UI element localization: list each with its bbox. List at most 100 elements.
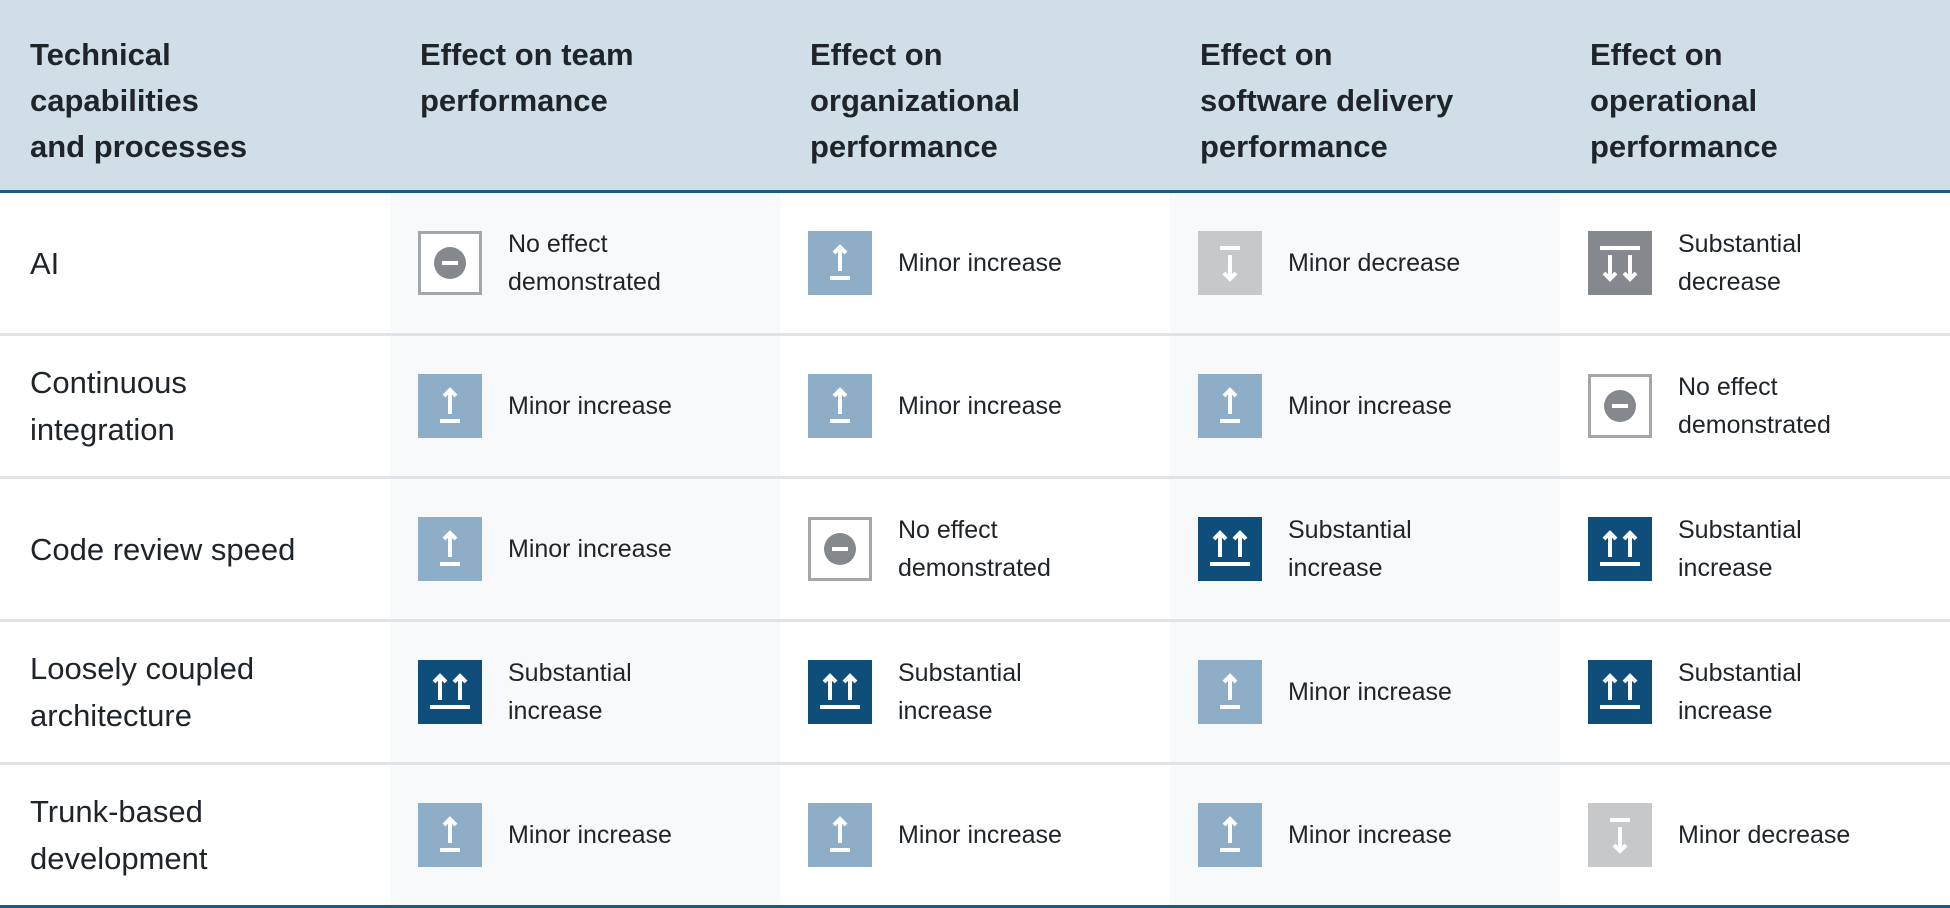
effect-label: Substantial decrease	[1678, 225, 1802, 301]
effect-label: Minor decrease	[1678, 816, 1850, 854]
table-body: AI No effect demonstrated Minor increase Min…	[0, 193, 1950, 908]
capability-label-line: Code review speed	[30, 531, 296, 567]
header-line: software delivery	[1200, 83, 1454, 118]
capability-label-line: architecture	[30, 698, 192, 733]
effect-label-line: Minor increase	[898, 249, 1062, 277]
effect-label-line: Substantial	[898, 659, 1022, 687]
effect-label: Substantial increase	[1678, 511, 1802, 587]
capability-label: AI	[30, 240, 59, 287]
effect-label-line: Substantial	[508, 659, 632, 687]
table-row: Loosely coupled architecture Substantial in…	[0, 622, 1950, 765]
effect-label: Minor increase	[1288, 387, 1452, 425]
header-line: performance	[1590, 129, 1778, 164]
capability-name: Loosely coupled architecture	[0, 622, 390, 762]
effect-label-line: Substantial	[1288, 516, 1412, 544]
effect-label-line: No effect	[898, 516, 998, 544]
effect-cell: Substantial increase	[1170, 479, 1560, 619]
capability-label: Continuous integration	[30, 359, 187, 453]
minor-increase-icon	[1198, 660, 1262, 724]
capability-label-line: Loosely coupled	[30, 651, 255, 686]
table-row: Code review speed Minor increase No effect…	[0, 479, 1950, 622]
minor-decrease-icon	[1198, 231, 1262, 295]
effect-label-line: Minor decrease	[1678, 821, 1851, 849]
effect-cell: Substantial increase	[1560, 622, 1950, 762]
substantial-increase-icon	[418, 660, 482, 724]
effect-cell: No effect demonstrated	[390, 193, 780, 333]
effect-cell: Substantial decrease	[1560, 193, 1950, 333]
header-line: Effect on	[810, 37, 943, 72]
effect-label-line: No effect	[1678, 373, 1778, 401]
capability-label: Trunk-based development	[30, 788, 208, 882]
effect-label-line: Minor increase	[508, 821, 672, 849]
table-header: Technical capabilities and processes Eff…	[0, 0, 1950, 193]
effect-label-line: increase	[1288, 554, 1383, 582]
minor-increase-icon	[808, 803, 872, 867]
minor-increase-icon	[1198, 374, 1262, 438]
header-line: performance	[1200, 129, 1388, 164]
effect-label-line: increase	[1678, 554, 1773, 582]
effect-label-line: Minor increase	[508, 535, 672, 563]
effect-label: Minor increase	[508, 530, 672, 568]
capability-label-line: development	[30, 841, 208, 876]
effect-cell: Minor increase	[390, 479, 780, 619]
effect-label: Minor increase	[898, 387, 1062, 425]
table-row: Trunk-based development Minor increase Mino…	[0, 765, 1950, 908]
effect-cell: No effect demonstrated	[780, 479, 1170, 619]
header-line: capabilities	[30, 83, 199, 118]
minor-increase-icon	[808, 374, 872, 438]
header-line: operational	[1590, 83, 1758, 118]
capability-name: Continuous integration	[0, 336, 390, 476]
effect-label: Substantial increase	[1288, 511, 1412, 587]
capability-name: AI	[0, 193, 390, 333]
capability-label: Code review speed	[30, 526, 295, 573]
minor-increase-icon	[808, 231, 872, 295]
effect-cell: Substantial increase	[780, 622, 1170, 762]
header-organizational-performance: Effect on organizational performance	[780, 0, 1170, 190]
effect-label: Minor increase	[898, 816, 1062, 854]
effect-cell: Minor increase	[1170, 622, 1560, 762]
header-team-performance: Effect on team performance	[390, 0, 780, 190]
header-line: Effect on team	[420, 37, 634, 72]
effect-cell: Minor increase	[780, 765, 1170, 905]
effect-label-line: increase	[898, 697, 993, 725]
effect-label: Minor increase	[508, 387, 672, 425]
effect-cell: Minor increase	[780, 193, 1170, 333]
minor-increase-icon	[418, 374, 482, 438]
effect-label-line: Minor decrease	[1288, 249, 1461, 277]
effect-cell: Minor increase	[1170, 765, 1560, 905]
capability-label-line: AI	[30, 245, 60, 281]
effect-label-line: increase	[1678, 697, 1773, 725]
header-software-delivery-performance: Effect on software delivery performance	[1170, 0, 1560, 190]
effect-cell: Substantial increase	[1560, 479, 1950, 619]
effect-label: Minor decrease	[1288, 244, 1460, 282]
header-operational-performance: Effect on operational performance	[1560, 0, 1950, 190]
no-effect-icon	[808, 517, 872, 581]
effect-label: Minor increase	[508, 816, 672, 854]
effect-label: Minor increase	[1288, 673, 1452, 711]
header-line: Effect on	[1590, 37, 1723, 72]
header-capabilities: Technical capabilities and processes	[0, 0, 390, 190]
effect-label-line: Minor increase	[1288, 821, 1452, 849]
capability-label-line: Trunk-based	[30, 794, 203, 829]
effect-label: Substantial increase	[898, 654, 1022, 730]
effect-label-line: Substantial	[1678, 230, 1802, 258]
header-line: Technical	[30, 37, 171, 72]
effect-label: No effect demonstrated	[898, 511, 1051, 587]
capability-label-line: integration	[30, 412, 175, 447]
substantial-decrease-icon	[1588, 231, 1652, 295]
minor-decrease-icon	[1588, 803, 1652, 867]
effect-label-line: No effect	[508, 230, 608, 258]
header-line: performance	[810, 129, 998, 164]
effect-cell: Substantial increase	[390, 622, 780, 762]
header-line: organizational	[810, 83, 1021, 118]
effect-label: Substantial increase	[508, 654, 632, 730]
effect-label-line: Minor increase	[1288, 392, 1452, 420]
effect-label: Minor increase	[1288, 816, 1452, 854]
substantial-increase-icon	[808, 660, 872, 724]
no-effect-icon	[1588, 374, 1652, 438]
header-line: Effect on	[1200, 37, 1333, 72]
capability-label-line: Continuous	[30, 365, 187, 400]
effect-cell: Minor increase	[780, 336, 1170, 476]
capability-label: Loosely coupled architecture	[30, 645, 254, 739]
